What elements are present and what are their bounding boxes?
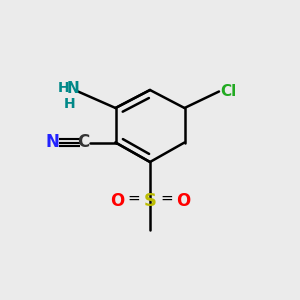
- Text: N: N: [46, 133, 59, 151]
- Text: Cl: Cl: [220, 84, 237, 99]
- Text: C: C: [77, 133, 89, 151]
- Text: =: =: [127, 191, 140, 206]
- Text: =: =: [160, 191, 173, 206]
- Text: O: O: [110, 192, 124, 210]
- Text: H: H: [63, 97, 75, 110]
- Text: N: N: [67, 81, 80, 96]
- Text: H: H: [57, 82, 69, 95]
- Text: S: S: [143, 192, 157, 210]
- Text: O: O: [176, 192, 190, 210]
